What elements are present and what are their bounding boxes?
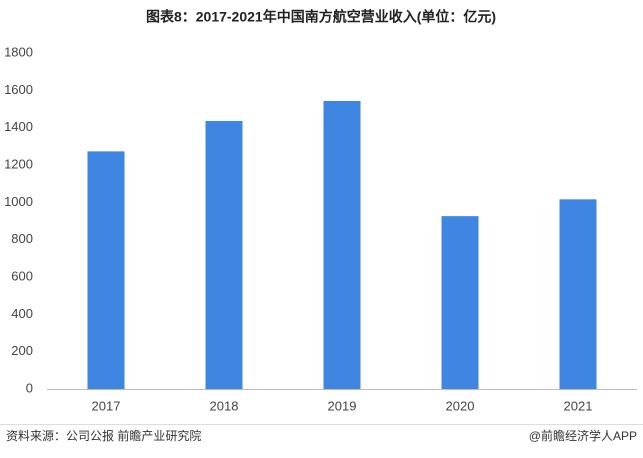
bar <box>205 120 243 390</box>
x-tick-label: 2020 <box>446 398 475 413</box>
bar <box>87 151 125 389</box>
x-tick-label: 2021 <box>564 398 593 413</box>
y-tick-label: 800 <box>11 231 33 246</box>
y-tick-label: 0 <box>26 380 33 395</box>
x-tick-label: 2017 <box>92 398 121 413</box>
bar <box>441 216 479 389</box>
x-tick-label: 2019 <box>328 398 357 413</box>
y-tick-label: 1200 <box>4 156 33 171</box>
source: 资料来源：公司公报 前瞻产业研究院 <box>6 428 201 443</box>
y-tick-label: 600 <box>11 268 33 283</box>
x-tick-label: 2018 <box>210 398 239 413</box>
chart-title: 图表8：2017-2021年中国南方航空营业收入(单位：亿元) <box>146 9 496 25</box>
y-tick-label: 1400 <box>4 119 33 134</box>
y-tick-label: 1600 <box>4 82 33 97</box>
y-tick-label: 1800 <box>4 44 33 59</box>
bar <box>323 100 361 390</box>
credit: @前瞻经济学人APP <box>529 428 637 443</box>
y-tick-label: 400 <box>11 306 33 321</box>
bar <box>559 199 597 389</box>
y-tick-label: 1000 <box>4 194 33 209</box>
y-tick-label: 200 <box>11 343 33 358</box>
